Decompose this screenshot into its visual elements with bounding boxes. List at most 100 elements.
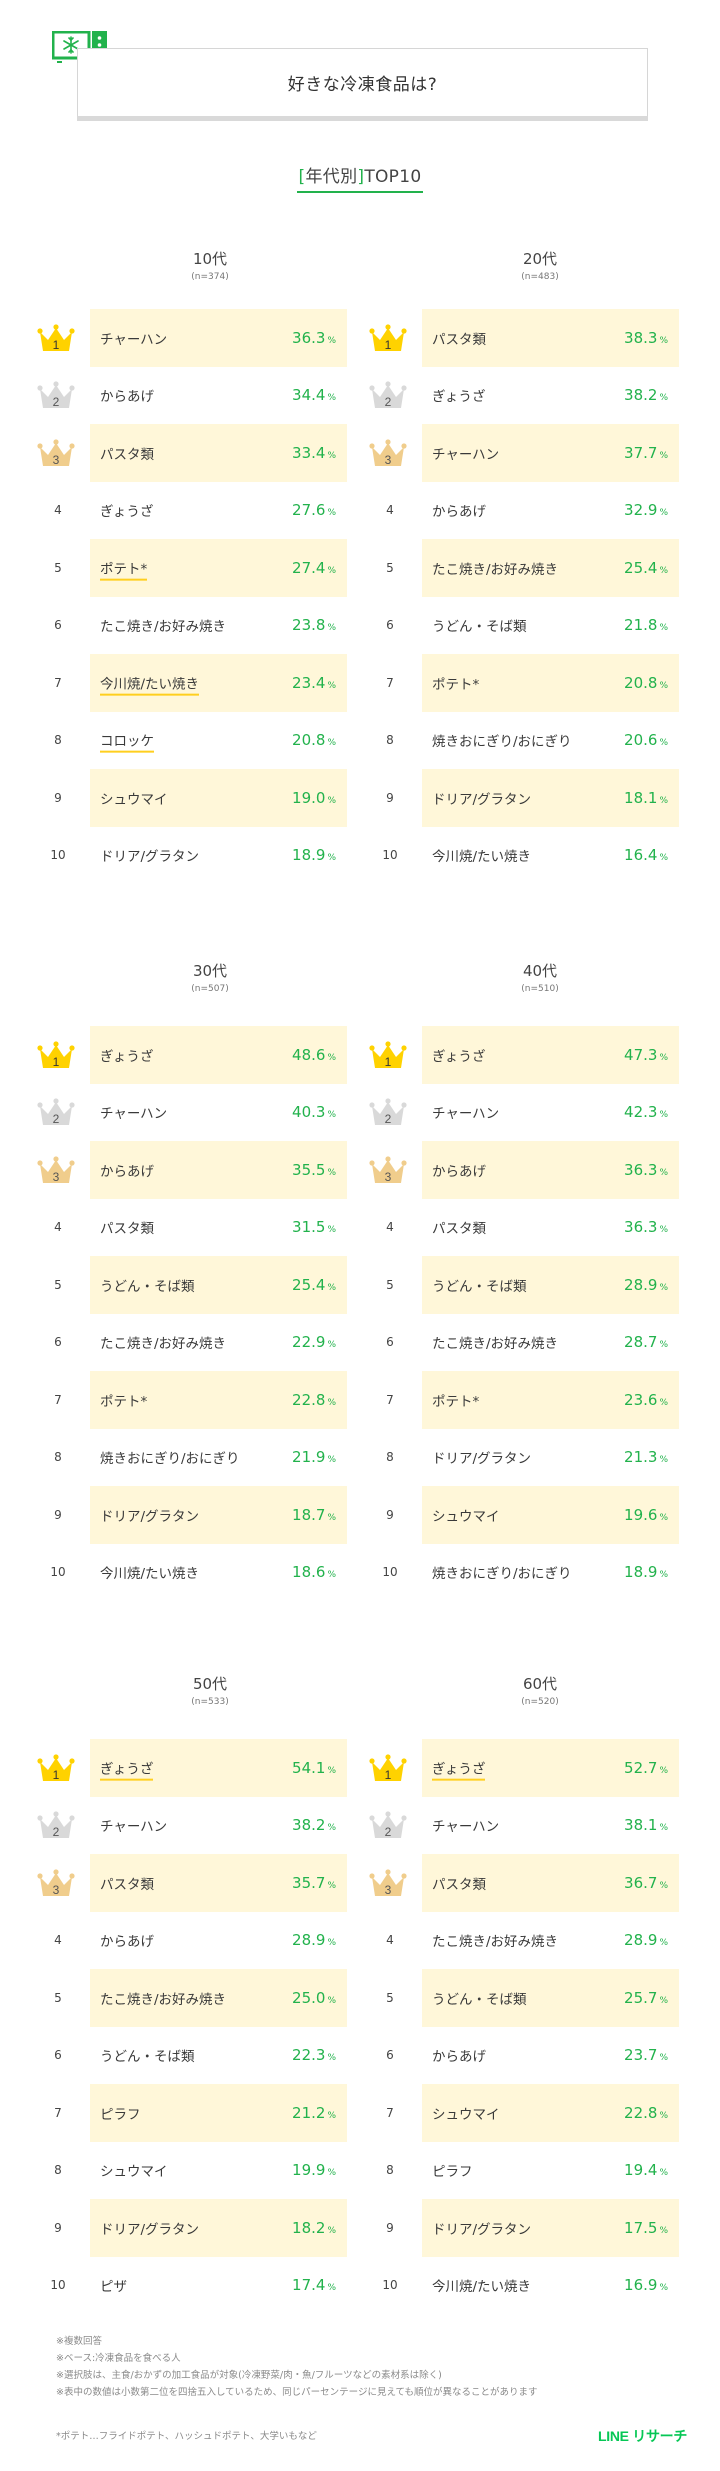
percent-number: 31.5 xyxy=(292,1218,326,1237)
rank-number: 9 xyxy=(386,2220,394,2235)
percent-unit: % xyxy=(659,1823,668,1834)
rank-number: 5 xyxy=(54,1990,62,2005)
row-highlight xyxy=(422,1256,679,1314)
svg-text:2: 2 xyxy=(385,1825,392,1839)
rank-number: 7 xyxy=(54,2105,62,2120)
percent-number: 18.2 xyxy=(292,2218,326,2237)
percent-unit: % xyxy=(659,623,668,634)
percent-value: 34.4% xyxy=(292,386,336,404)
row-highlight xyxy=(90,1256,347,1314)
percent-unit: % xyxy=(327,1765,336,1776)
rank-number: 7 xyxy=(386,675,394,690)
percent-number: 28.9 xyxy=(624,1931,658,1950)
row-highlight xyxy=(90,769,347,827)
ranking-row: 10 焼きおにぎり/おにぎり 18.9% xyxy=(360,1544,720,1602)
percent-value: 36.3% xyxy=(624,1161,668,1179)
row-highlight xyxy=(90,309,347,367)
percent-number: 21.3 xyxy=(624,1448,658,1467)
percent-unit: % xyxy=(327,738,336,749)
percent-unit: % xyxy=(327,1455,336,1466)
percent-unit: % xyxy=(659,1282,668,1293)
rank-number: 6 xyxy=(386,1335,394,1350)
percent-unit: % xyxy=(327,680,336,691)
percent-value: 18.2% xyxy=(292,2219,336,2237)
percent-value: 23.6% xyxy=(624,1391,668,1409)
item-name: ポテト* xyxy=(100,1393,148,1410)
item-name: ポテト* xyxy=(100,557,148,581)
percent-number: 20.8 xyxy=(292,731,326,750)
ranking-row: 2 チャーハン 38.1% xyxy=(360,1797,720,1855)
ranking-row: 9 シュウマイ 19.6% xyxy=(360,1486,720,1544)
percent-value: 32.9% xyxy=(624,501,668,519)
row-highlight xyxy=(90,424,347,482)
svg-text:1: 1 xyxy=(385,338,392,352)
row-highlight xyxy=(90,1141,347,1199)
crown-silver-icon: 2 xyxy=(368,1097,408,1127)
svg-text:3: 3 xyxy=(53,1883,60,1897)
rank-number: 8 xyxy=(386,733,394,748)
crown-silver-icon: 2 xyxy=(36,380,76,410)
potato-footnote: *ポテト…フライドポテト、ハッシュドポテト、大学いもなど xyxy=(56,2431,317,2442)
percent-unit: % xyxy=(659,2110,668,2121)
ranking-row: 2 ぎょうざ 38.2% xyxy=(360,367,720,425)
percent-unit: % xyxy=(327,1167,336,1178)
percent-unit: % xyxy=(327,2283,336,2294)
svg-text:1: 1 xyxy=(53,338,60,352)
percent-value: 23.8% xyxy=(292,616,336,634)
percent-number: 40.3 xyxy=(292,1103,326,1122)
percent-unit: % xyxy=(659,2053,668,2064)
item-name: うどん・そば類 xyxy=(432,1991,527,2008)
percent-value: 36.3% xyxy=(292,329,336,347)
ranking-row: 7 ポテト* 23.6% xyxy=(360,1371,720,1429)
sample-size: (n=533) xyxy=(191,1697,229,1707)
row-highlight xyxy=(422,2084,679,2142)
item-name: 今川焼/たい焼き xyxy=(432,849,532,866)
percent-value: 38.1% xyxy=(624,1816,668,1834)
percent-value: 27.6% xyxy=(292,501,336,519)
note-line: ※複数回答 xyxy=(56,2336,102,2347)
ranking-row: 5 ポテト* 27.4% xyxy=(0,539,360,597)
percent-number: 33.4 xyxy=(292,443,326,462)
percent-unit: % xyxy=(659,565,668,576)
percent-unit: % xyxy=(327,1995,336,2006)
ranking-list: 1 チャーハン 36.3% 2 からあげ 34.4% 3 パスタ類 33.4% 4 ぎょうざ 27.6… xyxy=(0,309,360,884)
percent-number: 23.6 xyxy=(624,1390,658,1409)
ranking-row: 6 たこ焼き/お好み焼き 22.9% xyxy=(0,1314,360,1372)
crown-gold-icon: 1 xyxy=(368,323,408,353)
row-highlight xyxy=(422,1739,679,1797)
item-name: ドリア/グラタン xyxy=(432,2221,532,2238)
percent-value: 25.4% xyxy=(624,559,668,577)
item-name: パスタ類 xyxy=(100,446,154,463)
percent-unit: % xyxy=(659,335,668,346)
percent-number: 47.3 xyxy=(624,1045,658,1064)
rank-number: 4 xyxy=(386,1933,394,1948)
ranking-row: 3 チャーハン 37.7% xyxy=(360,424,720,482)
svg-text:2: 2 xyxy=(53,1112,60,1126)
ranking-row: 10 ドリア/グラタン 18.9% xyxy=(0,827,360,885)
rank-number: 9 xyxy=(54,790,62,805)
ranking-row: 7 ポテト* 20.8% xyxy=(360,654,720,712)
item-name: ドリア/グラタン xyxy=(100,2221,200,2238)
rank-number: 4 xyxy=(54,1220,62,1235)
rank-number: 5 xyxy=(54,560,62,575)
item-name: チャーハン xyxy=(432,1106,500,1123)
percent-unit: % xyxy=(659,1397,668,1408)
ranking-row: 2 チャーハン 38.2% xyxy=(0,1797,360,1855)
row-highlight xyxy=(422,1026,679,1084)
item-name: 今川焼/たい焼き xyxy=(432,2279,532,2296)
question-title-box: 好きな冷凍食品は? xyxy=(77,48,648,116)
crown-bronze-icon: 3 xyxy=(368,1155,408,1185)
percent-number: 17.4 xyxy=(292,2276,326,2295)
ranking-list: 1 パスタ類 38.3% 2 ぎょうざ 38.2% 3 チャーハン 37.7% 4 からあげ 32.9… xyxy=(360,309,720,884)
svg-text:2: 2 xyxy=(385,1112,392,1126)
ranking-row: 4 パスタ類 31.5% xyxy=(0,1199,360,1257)
percent-unit: % xyxy=(659,680,668,691)
ranking-row: 9 ドリア/グラタン 18.2% xyxy=(0,2199,360,2257)
age-panel-header: 60代 (n=520) xyxy=(410,1673,670,1707)
item-name: シュウマイ xyxy=(432,2106,500,2123)
percent-number: 23.8 xyxy=(292,616,326,635)
subtitle-suffix: TOP10 xyxy=(364,167,422,187)
item-name: チャーハン xyxy=(100,331,168,348)
ranking-list: 1 ぎょうざ 48.6% 2 チャーハン 40.3% 3 からあげ 35.5% 4 パスタ類 31.5… xyxy=(0,1026,360,1601)
crown-bronze-icon: 3 xyxy=(368,438,408,468)
